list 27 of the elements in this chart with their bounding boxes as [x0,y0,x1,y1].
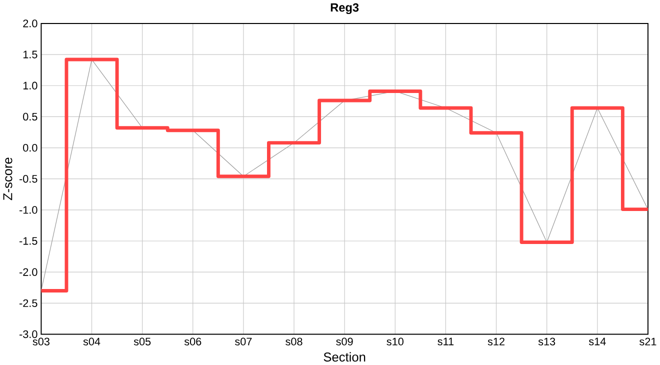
y-tick-label: 0.5 [23,112,38,121]
y-tick-label: -2.5 [19,299,38,308]
y-axis-title: Z-score [3,158,12,200]
x-tick-label: s07 [235,338,252,346]
y-tick-label: -0.5 [19,175,38,183]
x-tick-label: s04 [83,338,100,346]
x-tick-label: s13 [538,338,556,346]
x-tick-label: s09 [336,338,353,346]
x-axis-title: Section [324,352,366,362]
y-tick-label: 2.0 [23,20,38,28]
x-tick-label: s12 [488,338,504,346]
x-tick-label: s05 [134,338,151,346]
x-tick-label: s06 [184,338,202,346]
chart-title: Reg3 [330,3,359,14]
y-tick-label: 1.5 [23,50,38,58]
x-tick-label: s10 [386,338,404,346]
y-tick-label: 1.0 [23,82,38,90]
x-tick-label: s08 [286,338,302,346]
x-tick-label: s03 [32,338,50,346]
x-tick-label: s11 [438,338,454,346]
x-tick-label: s21 [640,338,656,346]
y-tick-label: -1.0 [19,206,38,214]
y-tick-label: 0.0 [23,144,38,152]
y-tick-label: -1.5 [19,237,38,245]
x-tick-label: s14 [588,338,606,346]
y-tick-label: -3.0 [19,330,38,338]
y-tick-label: -2.0 [19,268,38,276]
